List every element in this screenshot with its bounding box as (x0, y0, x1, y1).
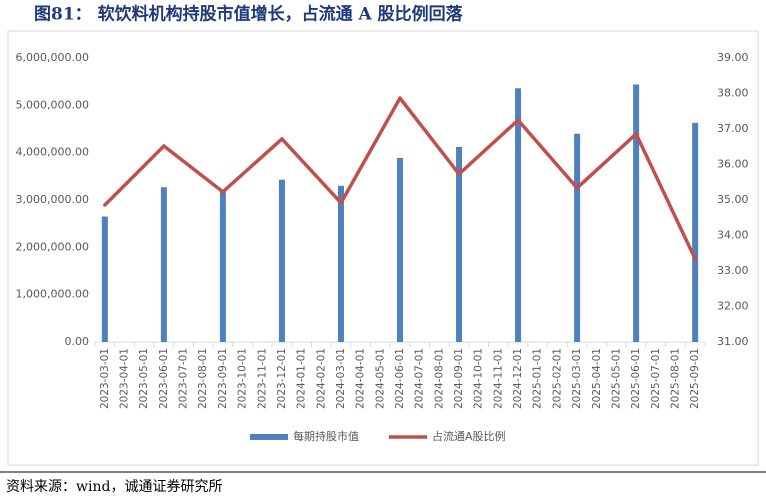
line-segment (575, 132, 638, 190)
source-note: 资料来源：wind，诚通证券研究所 (6, 479, 222, 495)
bar (633, 84, 640, 343)
bar (160, 187, 167, 342)
line-segment (339, 96, 402, 205)
line-segment (457, 118, 520, 176)
bar (278, 179, 285, 342)
x-tick-label: 2023-07-01 (178, 348, 190, 409)
y2-tick-label: 31.00 (717, 335, 749, 348)
x-tick-label: 2023-11-01 (256, 348, 268, 409)
x-tick-label: 2023-10-01 (237, 348, 249, 409)
x-tick-label: 2025-03-01 (571, 348, 583, 409)
bar (101, 216, 108, 342)
y-tick-label: 3,000,000.00 (16, 193, 89, 206)
y-tick-label: 2,000,000.00 (16, 240, 89, 253)
bar (219, 191, 226, 342)
y2-tick-label: 33.00 (717, 264, 749, 277)
x-tick-label: 2023-12-01 (276, 348, 288, 409)
x-tick-label: 2025-04-01 (591, 348, 603, 409)
x-tick-label: 2025-06-01 (630, 348, 642, 409)
line-segment (162, 144, 225, 194)
y2-tick-label: 32.00 (717, 300, 749, 313)
x-tick-label: 2025-02-01 (551, 348, 563, 409)
legend-label: 占流通A股比例 (432, 429, 506, 443)
x-tick-label: 2024-02-01 (315, 348, 327, 409)
chart-frame (7, 30, 759, 466)
x-tick-label: 2025-05-01 (610, 348, 622, 409)
y-tick-label: 1,000,000.00 (16, 288, 89, 301)
x-tick-label: 2025-09-01 (689, 348, 701, 409)
bar (574, 133, 581, 342)
x-tick-label: 2024-08-01 (433, 348, 445, 409)
x-tick-label: 2024-03-01 (335, 348, 347, 409)
x-tick-label: 2023-08-01 (197, 348, 209, 409)
bar (456, 146, 463, 342)
y2-tick-label: 37.00 (717, 122, 749, 135)
x-tick-label: 2025-07-01 (650, 348, 662, 409)
legend-swatch (250, 434, 288, 440)
y-tick-label: 4,000,000.00 (16, 146, 89, 159)
x-tick-label: 2024-07-01 (414, 348, 426, 409)
x-tick-label: 2025-01-01 (532, 348, 544, 409)
line-segment (516, 118, 579, 190)
bar (515, 88, 522, 342)
line-segment (398, 96, 461, 176)
x-tick-label: 2024-09-01 (453, 348, 465, 409)
x-tick-label: 2024-06-01 (394, 348, 406, 409)
y2-tick-label: 34.00 (717, 229, 749, 242)
y2-tick-label: 36.00 (717, 158, 749, 171)
bar (692, 122, 699, 342)
x-tick-label: 2023-06-01 (158, 348, 170, 409)
y2-tick-label: 39.00 (717, 51, 749, 64)
line-segment (280, 137, 343, 205)
y2-tick-label: 35.00 (717, 193, 749, 206)
x-tick-label: 2024-11-01 (492, 348, 504, 409)
x-tick-label: 2023-09-01 (217, 348, 229, 409)
x-tick-label: 2024-01-01 (296, 348, 308, 409)
x-tick-label: 2024-10-01 (473, 348, 485, 409)
x-tick-label: 2023-04-01 (119, 348, 131, 409)
y-tick-label: 6,000,000.00 (16, 51, 89, 64)
y2-tick-label: 38.00 (717, 87, 749, 100)
x-tick-label: 2024-05-01 (374, 348, 386, 409)
x-tick-label: 2025-08-01 (669, 348, 681, 409)
line-segment (103, 144, 166, 207)
legend-label: 每期持股市值 (293, 429, 359, 443)
line-segment (221, 137, 284, 194)
line-segment (634, 132, 697, 261)
chart-title: 图81： 软饮料机构持股市值增长，占流通 A 股比例回落 (34, 4, 464, 25)
y-tick-label: 5,000,000.00 (16, 98, 89, 111)
x-tick-label: 2023-03-01 (99, 348, 111, 409)
x-tick-label: 2024-04-01 (355, 348, 367, 409)
y-tick-label: 0.00 (65, 335, 90, 348)
x-tick-label: 2023-05-01 (138, 348, 150, 409)
bar (397, 157, 403, 342)
bar (337, 185, 344, 342)
x-tick-label: 2024-12-01 (512, 348, 524, 409)
